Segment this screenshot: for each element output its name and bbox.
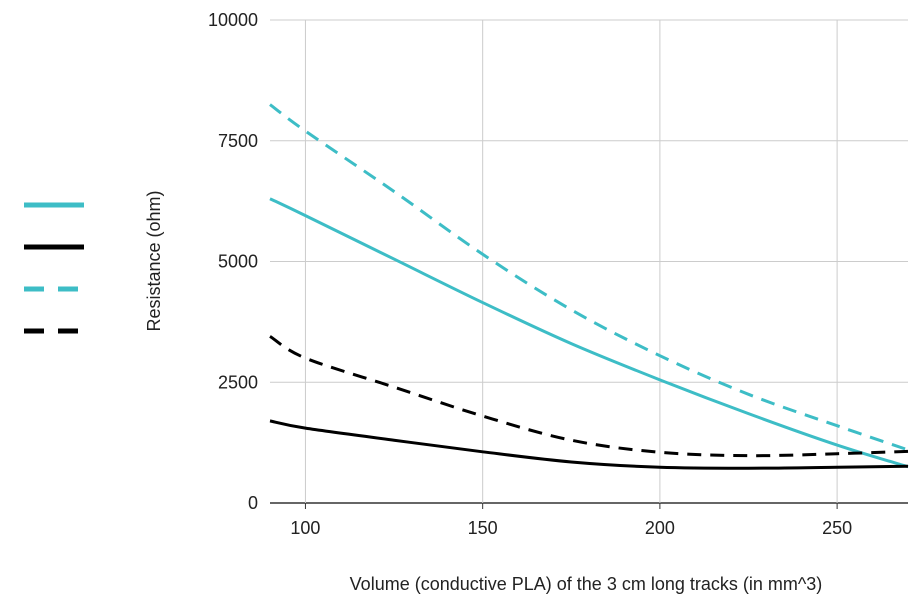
x-tick-label: 100 [290, 518, 320, 538]
series-line-1 [269, 197, 909, 469]
x-tick-label: 150 [468, 518, 498, 538]
y-tick-label: 2500 [218, 372, 258, 392]
x-axis-label: Volume (conductive PLA) of the 3 cm long… [350, 574, 823, 594]
legend [24, 202, 84, 334]
x-tick-label: 200 [645, 518, 675, 538]
x-tick-label: 250 [822, 518, 852, 538]
y-tick-label: 10000 [208, 10, 258, 30]
y-tick-label: 5000 [218, 252, 258, 272]
y-tick-label: 0 [248, 493, 258, 513]
axis-ticks: 0 2500 5000 7500 10000 100 150 200 250 [208, 10, 852, 538]
y-axis-label: Resistance (ohm) [144, 190, 164, 331]
series-lines [269, 103, 909, 470]
series-line-3 [269, 103, 909, 452]
series-line-2 [269, 419, 909, 470]
y-tick-label: 7500 [218, 131, 258, 151]
series-line-4 [269, 335, 909, 458]
